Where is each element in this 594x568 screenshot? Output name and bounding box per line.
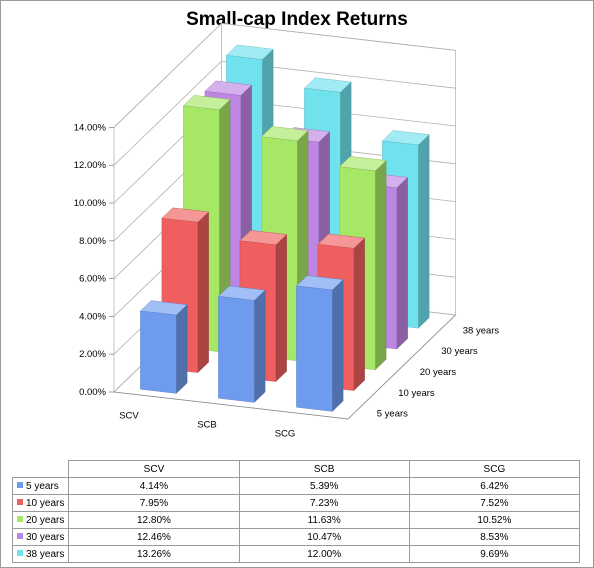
data-table-cell: 4.14% — [68, 477, 240, 495]
y-tick-label: 10.00% — [74, 198, 107, 209]
bar-10-years-scb-side — [275, 234, 287, 383]
x-axis-line — [113, 391, 349, 420]
legend-label: 38 years — [26, 548, 65, 560]
chart-title: Small-cap Index Returns — [186, 9, 408, 30]
depth-tick-label: 20 years — [420, 367, 457, 378]
legend-swatch — [17, 481, 23, 488]
x-tick-label: SCB — [197, 420, 217, 431]
depth-tick-label: 10 years — [398, 388, 435, 399]
data-table-row-label: 20 years — [11, 511, 70, 529]
y-tick-label: 6.00% — [79, 274, 106, 285]
bar-20-years-scg-side — [375, 160, 387, 371]
legend-label: 5 years — [26, 480, 59, 492]
bar-10-years-scv-side — [197, 211, 209, 374]
data-table-row-label: 30 years — [11, 528, 70, 546]
legend-label: 30 years — [26, 531, 65, 543]
legend-swatch — [17, 498, 23, 505]
data-table-row: 20 years 12.80% 11.63% 10.52% — [11, 511, 581, 529]
depth-tick-label: 38 years — [463, 325, 500, 336]
data-table-cell: 8.53% — [408, 528, 581, 546]
bar-5-years-scv — [140, 310, 177, 394]
data-table-cell: 6.42% — [408, 477, 581, 495]
data-table-cell: 13.26% — [68, 545, 240, 563]
data-table-cell: 7.52% — [408, 494, 581, 512]
data-table-corner — [12, 460, 70, 478]
x-tick-label: SCG — [275, 429, 296, 440]
bar-5-years-scb-side — [254, 289, 266, 403]
data-table-header-row: SCV SCB SCG — [12, 460, 581, 478]
y-tick-label: 0.00% — [79, 387, 106, 398]
data-table-row-label: 10 years — [11, 494, 70, 512]
data-table-row-label: 38 years — [11, 545, 70, 563]
data-table-cell: 7.23% — [238, 494, 410, 512]
x-tick-label: SCV — [119, 411, 139, 422]
legend-label: 20 years — [26, 514, 65, 526]
data-table-header-scg: SCG — [408, 460, 581, 478]
data-table-cell: 5.39% — [238, 477, 410, 495]
gridline — [113, 60, 456, 166]
data-table-row: 10 years 7.95% 7.23% 7.52% — [11, 494, 581, 512]
bar-30-years-scg-side — [396, 176, 408, 350]
bar-5-years-scg — [296, 285, 333, 412]
depth-tick-label: 30 years — [441, 346, 478, 357]
data-table-header-scv: SCV — [68, 460, 240, 478]
y-tick-label: 2.00% — [79, 349, 106, 360]
legend-swatch — [17, 532, 23, 539]
y-tick-label: 14.00% — [74, 122, 107, 133]
data-table-cell: 9.69% — [408, 545, 581, 563]
data-table-cell: 12.46% — [68, 528, 240, 546]
data-table-cell: 10.47% — [238, 528, 410, 546]
y-tick-label: 8.00% — [79, 236, 106, 247]
data-table: SCV SCB SCG 5 years 4.14% 5.39% 6.42% 10 yea… — [11, 460, 581, 563]
data-table-cell: 11.63% — [238, 511, 410, 529]
gridline — [113, 22, 456, 128]
data-table-cell: 7.95% — [68, 494, 240, 512]
bar-38-years-scg-side — [418, 134, 430, 329]
bar-5-years-scb — [218, 296, 255, 403]
data-table-row: 5 years 4.14% 5.39% 6.42% — [11, 477, 581, 495]
data-table-row: 30 years 12.46% 10.47% 8.53% — [11, 528, 581, 546]
depth-tick-label: 5 years — [377, 409, 408, 420]
bar-5-years-scg-side — [332, 279, 344, 412]
data-table-cell: 10.52% — [408, 511, 581, 529]
data-table-row: 38 years 13.26% 12.00% 9.69% — [11, 545, 581, 563]
data-table-row-label: 5 years — [11, 477, 70, 495]
depth-axis-line — [347, 314, 456, 420]
legend-label: 10 years — [26, 497, 65, 509]
legend-swatch — [17, 549, 23, 556]
data-table-cell: 12.80% — [68, 511, 240, 529]
y-tick-label: 4.00% — [79, 311, 106, 322]
data-table-header-scb: SCB — [238, 460, 410, 478]
y-tick-label: 12.00% — [74, 160, 107, 171]
data-table-cell: 12.00% — [238, 545, 410, 563]
legend-swatch — [17, 515, 23, 522]
chart-plot-area: 0.00% 2.00% 4.00% 6.00% 8.00% 10.00% 12.00% 14.… — [74, 22, 500, 440]
bar-10-years-scg-side — [353, 237, 365, 392]
bar-5-years-scv-side — [176, 304, 188, 394]
